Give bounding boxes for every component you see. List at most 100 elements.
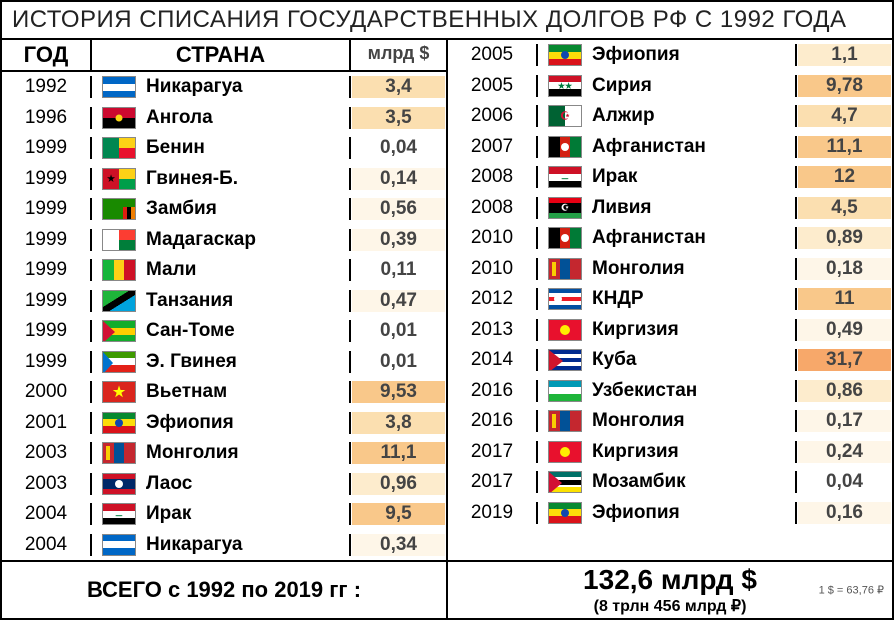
table-row: 2004Никарагуа0,34 [2,530,446,561]
country-name: Замбия [146,198,217,220]
total-value: 132,6 млрд $ (8 трлн 456 млрд ₽) 1 $ = 6… [448,562,892,618]
left-column: ГОД СТРАНА млрд $ 1992Никарагуа3,41996Ан… [2,40,448,560]
cell-value: 3,5 [351,106,446,130]
cell-country: ★★Сирия [538,75,797,97]
cell-value: 0,01 [351,350,446,374]
cell-value: 0,17 [797,409,892,433]
cell-country: Киргизия [538,441,797,463]
cell-country: ☪Алжир [538,105,797,127]
cell-value: 4,5 [797,196,892,220]
table-row: 1992Никарагуа3,4 [2,72,446,103]
cell-value: 31,7 [797,348,892,372]
cell-year: 1999 [2,168,92,190]
total-sub: (8 трлн 456 млрд ₽) [452,596,888,616]
cell-value: 0,56 [351,197,446,221]
table-row: 2003 Лаос 0,96 [2,469,446,500]
country-name: Узбекистан [592,380,697,402]
cell-country: ★Вьетнам [92,381,351,403]
table-row: 1999Мали0,11 [2,255,446,286]
cell-value: 12 [797,165,892,189]
country-name: Монголия [592,410,685,432]
cell-value: 9,78 [797,74,892,98]
cell-country: Киргизия [538,319,797,341]
cell-value: 0,14 [351,167,446,191]
table-row: 2007Афганистан11,1 [448,132,892,163]
country-name: Афганистан [592,136,706,158]
table-row: 2013Киргизия0,49 [448,315,892,346]
table-row: 2017Мозамбик0,04 [448,467,892,498]
cell-value: 0,04 [797,470,892,494]
cell-country: КНДР [538,288,797,310]
country-name: Ирак [146,503,191,525]
country-name: Ангола [146,107,213,129]
table-row: 2006☪Алжир4,7 [448,101,892,132]
table-row: 2005★★Сирия9,78 [448,71,892,102]
cell-value: 0,47 [351,289,446,313]
cell-country: Мозамбик [538,471,797,493]
cell-country: Афганистан [538,227,797,249]
cell-country: Сан-Томе [92,320,351,342]
header-row: ГОД СТРАНА млрд $ [2,40,446,72]
right-column: 2005Эфиопия1,12005★★Сирия9,782006☪Алжир4… [448,40,892,560]
cell-year: 2010 [448,227,538,249]
cell-year: 2008 [448,166,538,188]
cell-value: 0,96 [351,472,446,496]
cell-value: 0,18 [797,257,892,281]
cell-year: 2001 [2,412,92,434]
cell-year: 1999 [2,198,92,220]
table-row: 2000★Вьетнам9,53 [2,377,446,408]
cell-year: 2005 [448,44,538,66]
cell-country: Куба [538,349,797,371]
header-year: ГОД [2,40,92,70]
cell-year: 1999 [2,137,92,159]
cell-value: 3,4 [351,75,446,99]
table-row: 2014Куба31,7 [448,345,892,376]
cell-country: Мадагаскар [92,229,351,251]
cell-year: 2004 [2,534,92,556]
country-name: Алжир [592,105,655,127]
cell-value: 0,16 [797,501,892,525]
table-row: 2008ـــИрак12 [448,162,892,193]
page-title: ИСТОРИЯ СПИСАНИЯ ГОСУДАРСТВЕННЫХ ДОЛГОВ … [2,2,892,38]
cell-country: ☪Ливия [538,197,797,219]
country-name: Киргизия [592,319,679,341]
total-row: ВСЕГО с 1992 по 2019 гг : 132,6 млрд $ (… [2,560,892,618]
table-row: 2004ـــИрак9,5 [2,499,446,530]
cell-value: 0,39 [351,228,446,252]
cell-country: Мали [92,259,351,281]
cell-value: 1,1 [797,43,892,67]
header-country: СТРАНА [92,40,351,70]
exchange-rate: 1 $ = 63,76 ₽ [819,584,884,597]
country-name: Мозамбик [592,471,686,493]
cell-country: ـــИрак [92,503,351,525]
cell-year: 2014 [448,349,538,371]
cell-year: 2003 [2,473,92,495]
cell-year: 2007 [448,136,538,158]
cell-country: Узбекистан [538,380,797,402]
table-row: 2003Монголия11,1 [2,438,446,469]
table-row: 2010Афганистан0,89 [448,223,892,254]
cell-value: 4,7 [797,104,892,128]
cell-value: 0,49 [797,318,892,342]
cell-year: 2016 [448,380,538,402]
table-row: 2005Эфиопия1,1 [448,40,892,71]
country-name: Эфиопия [592,502,680,524]
table-row: 1999Мадагаскар0,39 [2,225,446,256]
cell-country: Монголия [538,410,797,432]
rows-right: 2005Эфиопия1,12005★★Сирия9,782006☪Алжир4… [448,40,892,560]
cell-country: Афганистан [538,136,797,158]
rows-left: 1992Никарагуа3,41996Ангола3,51999Бенин0,… [2,72,446,560]
cell-year: 2017 [448,441,538,463]
cell-year: 1999 [2,229,92,251]
country-name: Монголия [592,258,685,280]
country-name: Лаос [146,473,192,495]
country-name: Э. Гвинея [146,351,237,373]
cell-value: 0,34 [351,533,446,557]
cell-country: Эфиопия [92,412,351,434]
country-name: Бенин [146,137,205,159]
cell-year: 2003 [2,442,92,464]
table-row: 1996Ангола3,5 [2,103,446,134]
cell-year: 2000 [2,381,92,403]
cell-country: Танзания [92,290,351,312]
cell-value: 3,8 [351,411,446,435]
